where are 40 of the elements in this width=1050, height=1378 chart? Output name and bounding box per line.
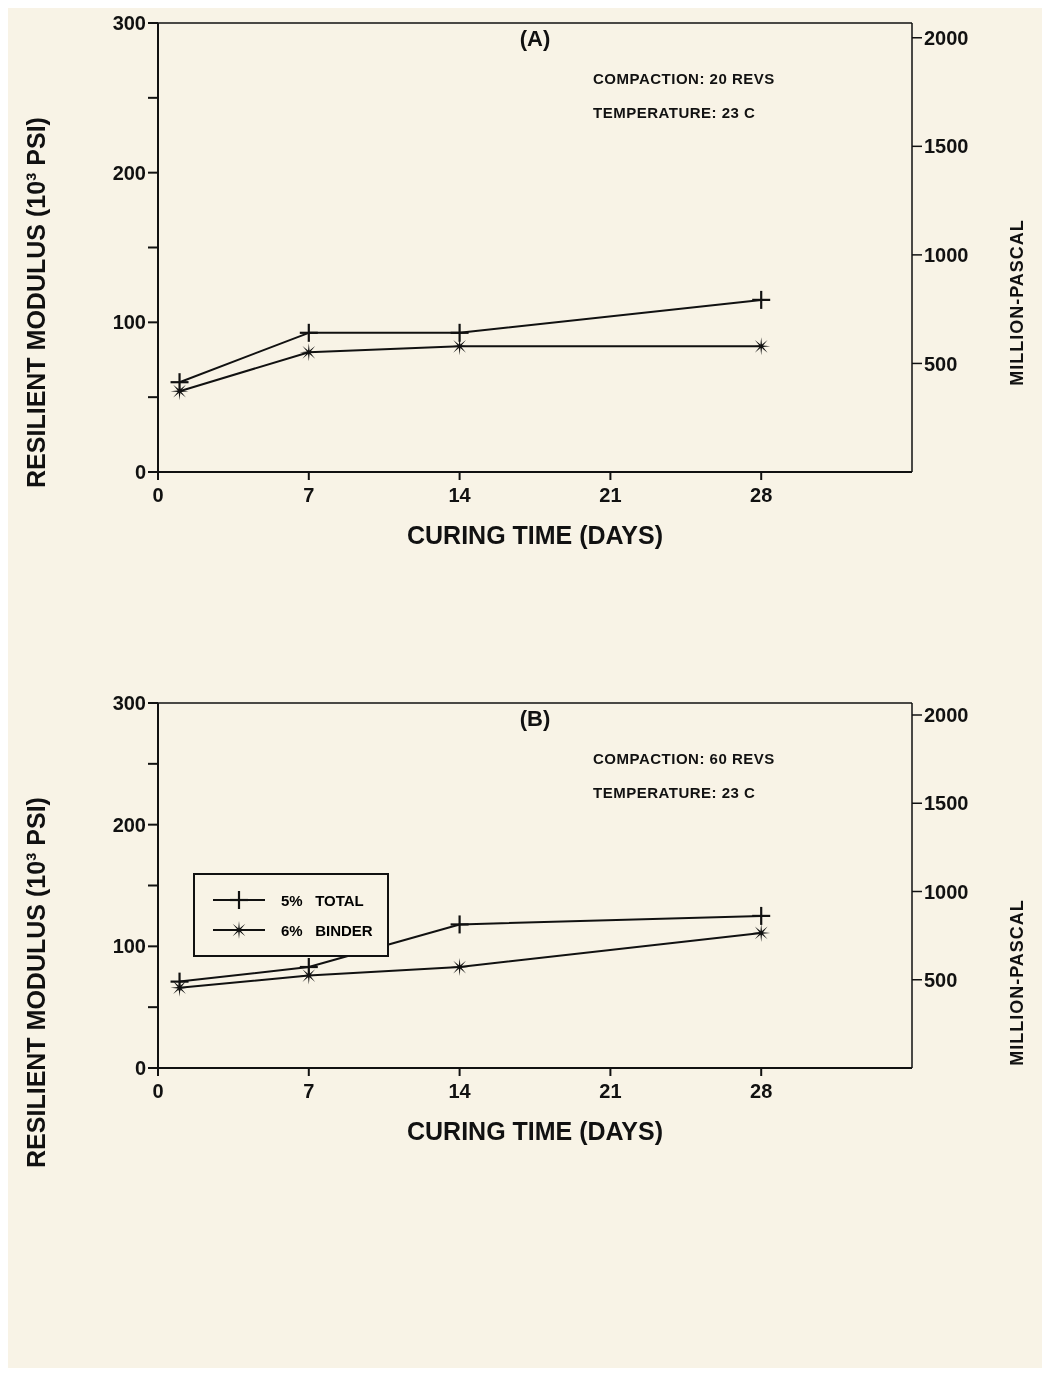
y2-tick-label: 500 xyxy=(924,352,958,375)
x-tick-label: 14 xyxy=(448,484,472,507)
y-tick-label: 200 xyxy=(112,813,146,836)
y2-tick-label: 1000 xyxy=(924,880,969,903)
y2-axis-title: MILLION-PASCAL xyxy=(1006,898,1028,1066)
annotation: TEMPERATURE: 23 C xyxy=(593,784,756,801)
x-tick-label: 0 xyxy=(152,1080,164,1103)
x-tick-label: 14 xyxy=(448,1080,472,1103)
annotation: COMPACTION: 60 REVS xyxy=(593,750,775,767)
annotation: (B) xyxy=(518,706,552,732)
y2-tick-label: 2000 xyxy=(924,704,969,727)
x-tick-label: 21 xyxy=(599,484,622,507)
annotation: (A) xyxy=(518,26,552,52)
y-tick-label: 100 xyxy=(112,935,146,958)
y-tick-label: 200 xyxy=(112,161,146,184)
annotation: TEMPERATURE: 23 C xyxy=(593,104,756,121)
x-tick-label: 28 xyxy=(750,1080,773,1103)
x-tick-label: 7 xyxy=(303,1080,315,1103)
legend-label: 6% BINDER xyxy=(281,921,373,939)
x-tick-label: 0 xyxy=(152,484,164,507)
x-tick-label: 28 xyxy=(750,484,773,507)
y-tick-label: 0 xyxy=(134,461,146,484)
y2-axis-title: MILLION-PASCAL xyxy=(1006,218,1028,386)
x-axis-title: CURING TIME (DAYS) xyxy=(406,521,664,549)
y-tick-label: 0 xyxy=(134,1057,146,1080)
y-tick-label: 100 xyxy=(112,311,146,334)
y2-tick-label: 2000 xyxy=(924,26,969,49)
x-tick-label: 7 xyxy=(303,484,315,507)
legend-label: 5% TOTAL xyxy=(281,891,364,909)
y-axis-title: RESILIENT MODULUS (10³ PSI) xyxy=(21,796,51,1168)
annotation: COMPACTION: 20 REVS xyxy=(593,70,775,87)
y-tick-label: 300 xyxy=(112,692,146,715)
y-axis-title: RESILIENT MODULUS (10³ PSI) xyxy=(21,116,51,488)
x-tick-label: 21 xyxy=(599,1080,622,1103)
y2-tick-label: 500 xyxy=(924,968,958,991)
y2-tick-label: 1500 xyxy=(924,792,969,815)
y-tick-label: 300 xyxy=(112,12,146,35)
y2-tick-label: 1000 xyxy=(924,243,969,266)
y2-tick-label: 1500 xyxy=(924,135,969,158)
x-axis-title: CURING TIME (DAYS) xyxy=(406,1117,664,1145)
